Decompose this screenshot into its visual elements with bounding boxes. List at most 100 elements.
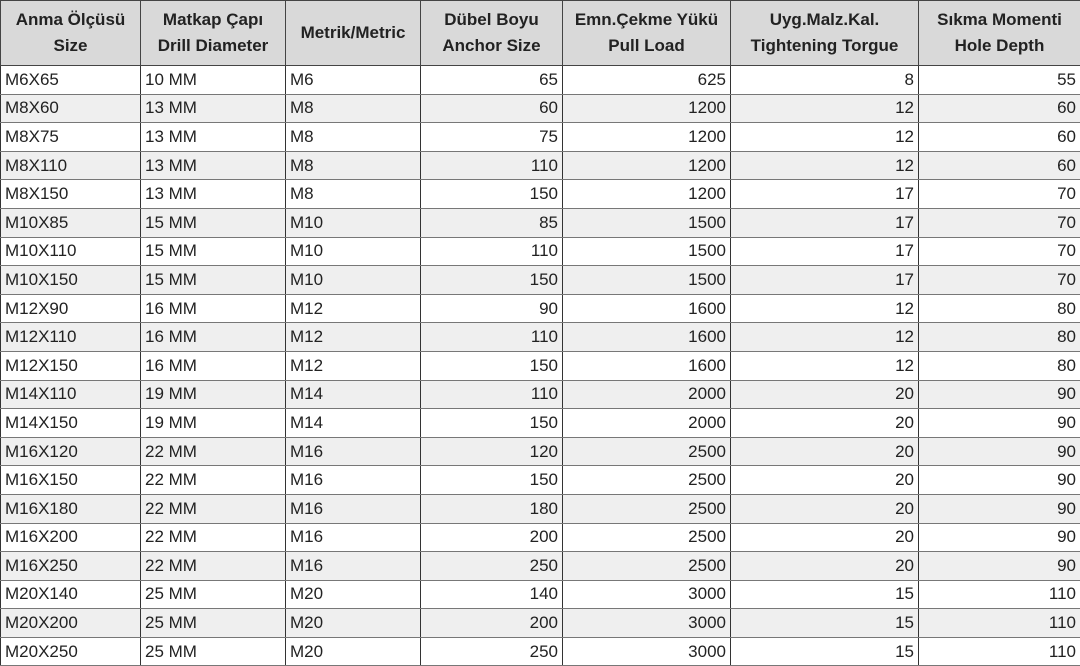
cell-anchor-size: 75 [421, 123, 563, 152]
header-label: Uyg.Malz.Kal. [770, 10, 880, 29]
cell-anchor-size: 150 [421, 409, 563, 438]
cell-size: M10X150 [1, 266, 141, 295]
cell-metric: M16 [286, 523, 421, 552]
cell-anchor-size: 110 [421, 380, 563, 409]
header-label: Hole Depth [955, 36, 1045, 55]
cell-metric: M6 [286, 66, 421, 95]
cell-drill-diameter: 22 MM [141, 523, 286, 552]
cell-size: M10X110 [1, 237, 141, 266]
cell-pull-load: 2500 [563, 523, 731, 552]
cell-metric: M10 [286, 208, 421, 237]
cell-size: M16X200 [1, 523, 141, 552]
header-label: Tightening Torgue [751, 36, 899, 55]
cell-size: M10X85 [1, 208, 141, 237]
cell-size: M20X140 [1, 580, 141, 609]
cell-metric: M16 [286, 552, 421, 581]
cell-hole-depth: 110 [919, 609, 1080, 638]
cell-pull-load: 1600 [563, 294, 731, 323]
cell-tightening-torque: 20 [731, 494, 919, 523]
cell-pull-load: 2500 [563, 552, 731, 581]
cell-drill-diameter: 13 MM [141, 94, 286, 123]
cell-pull-load: 2500 [563, 494, 731, 523]
cell-drill-diameter: 15 MM [141, 266, 286, 295]
cell-size: M8X75 [1, 123, 141, 152]
cell-hole-depth: 60 [919, 123, 1080, 152]
cell-size: M8X110 [1, 151, 141, 180]
cell-anchor-size: 180 [421, 494, 563, 523]
cell-pull-load: 3000 [563, 580, 731, 609]
header-label: Metrik/Metric [301, 23, 406, 42]
cell-tightening-torque: 15 [731, 580, 919, 609]
cell-hole-depth: 60 [919, 151, 1080, 180]
cell-size: M8X150 [1, 180, 141, 209]
cell-metric: M12 [286, 351, 421, 380]
cell-metric: M12 [286, 294, 421, 323]
header-metric: Metrik/Metric [286, 1, 421, 66]
cell-tightening-torque: 12 [731, 151, 919, 180]
cell-hole-depth: 110 [919, 580, 1080, 609]
cell-hole-depth: 90 [919, 380, 1080, 409]
cell-metric: M8 [286, 151, 421, 180]
cell-pull-load: 1200 [563, 123, 731, 152]
cell-size: M12X90 [1, 294, 141, 323]
cell-pull-load: 1200 [563, 94, 731, 123]
cell-anchor-size: 65 [421, 66, 563, 95]
cell-tightening-torque: 20 [731, 437, 919, 466]
cell-drill-diameter: 22 MM [141, 494, 286, 523]
cell-pull-load: 1600 [563, 323, 731, 352]
cell-hole-depth: 80 [919, 351, 1080, 380]
cell-tightening-torque: 20 [731, 380, 919, 409]
cell-pull-load: 2000 [563, 409, 731, 438]
cell-metric: M8 [286, 123, 421, 152]
cell-metric: M20 [286, 580, 421, 609]
cell-tightening-torque: 17 [731, 266, 919, 295]
cell-hole-depth: 70 [919, 266, 1080, 295]
cell-drill-diameter: 22 MM [141, 552, 286, 581]
header-label: Drill Diameter [158, 36, 269, 55]
cell-pull-load: 3000 [563, 609, 731, 638]
cell-pull-load: 1200 [563, 180, 731, 209]
cell-hole-depth: 90 [919, 437, 1080, 466]
cell-hole-depth: 90 [919, 523, 1080, 552]
cell-tightening-torque: 15 [731, 637, 919, 666]
cell-size: M20X250 [1, 637, 141, 666]
cell-tightening-torque: 12 [731, 123, 919, 152]
cell-pull-load: 1200 [563, 151, 731, 180]
cell-metric: M14 [286, 380, 421, 409]
cell-anchor-size: 110 [421, 237, 563, 266]
cell-tightening-torque: 12 [731, 294, 919, 323]
cell-anchor-size: 60 [421, 94, 563, 123]
cell-anchor-size: 200 [421, 609, 563, 638]
cell-pull-load: 2500 [563, 466, 731, 495]
cell-anchor-size: 200 [421, 523, 563, 552]
cell-tightening-torque: 12 [731, 351, 919, 380]
cell-hole-depth: 55 [919, 66, 1080, 95]
header-label: Size [53, 36, 87, 55]
cell-hole-depth: 80 [919, 294, 1080, 323]
cell-size: M6X65 [1, 66, 141, 95]
cell-anchor-size: 150 [421, 180, 563, 209]
cell-drill-diameter: 22 MM [141, 437, 286, 466]
cell-drill-diameter: 25 MM [141, 637, 286, 666]
cell-size: M12X110 [1, 323, 141, 352]
cell-drill-diameter: 16 MM [141, 351, 286, 380]
cell-tightening-torque: 17 [731, 237, 919, 266]
